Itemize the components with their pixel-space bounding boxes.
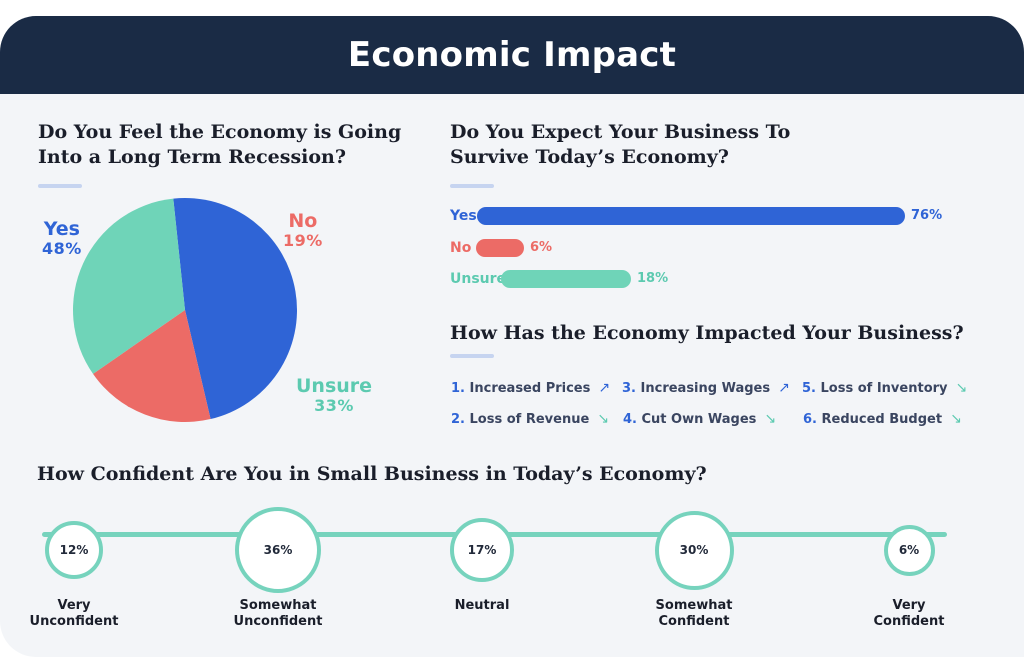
confidence-label-very-confident: Very Confident	[873, 598, 945, 629]
survive-bar-value-unsure: 18%	[637, 271, 669, 286]
impact-item-label: Cut Own Wages	[641, 411, 757, 427]
arrow-down-right-icon: ↘	[950, 411, 962, 427]
impact-item-2: 2. Loss of Revenue ↘	[451, 411, 609, 427]
recession-pie-chart	[73, 197, 298, 422]
recession-question-line2: Into a Long Term Recession?	[38, 146, 346, 168]
survive-bar-label-yes: Yes	[450, 208, 477, 224]
survive-question-line1: Do You Expect Your Business To	[450, 121, 791, 143]
confidence-bubble-very-unconfident: 12%	[45, 521, 103, 579]
arrow-down-right-icon: ↘	[597, 411, 610, 427]
impact-item-5: 5. Loss of Inventory ↘	[802, 380, 967, 396]
recession-question-line1: Do You Feel the Economy is Going	[38, 121, 402, 143]
recession-question-title: Do You Feel the Economy is Going Into a …	[38, 120, 401, 170]
pie-label-unsure-value: 33%	[314, 396, 354, 415]
survive-question-line2: Survive Today’s Economy?	[450, 146, 729, 168]
survive-bar-no	[476, 239, 524, 257]
recession-title-underline	[38, 184, 82, 188]
confidence-label-neutral: Neutral	[454, 598, 510, 613]
impact-item-label: Increasing Wages	[640, 380, 771, 396]
impact-item-4: 4. Cut Own Wages ↘	[623, 411, 776, 427]
arrow-down-right-icon: ↘	[955, 380, 968, 396]
impact-item-label: Loss of Inventory	[820, 380, 948, 396]
survive-bar-value-yes: 76%	[911, 208, 943, 223]
survive-bar-label-no: No	[450, 240, 472, 256]
impact-item-6: 6. Reduced Budget ↘	[803, 411, 962, 427]
impact-question-title: How Has the Economy Impacted Your Busine…	[450, 322, 964, 344]
pie-slice-no	[93, 310, 211, 422]
arrow-down-right-icon: ↘	[764, 411, 777, 427]
confidence-question-title: How Confident Are You in Small Business …	[37, 463, 707, 485]
impact-item-number: 3.	[622, 380, 636, 396]
page-title: Economic Impact	[347, 35, 677, 75]
confidence-label-very-unconfident: Very Unconfident	[29, 598, 119, 629]
confidence-bubble-somewhat-unconfident: 36%	[235, 507, 321, 593]
pie-slice-unsure	[73, 198, 185, 374]
impact-item-1: 1. Increased Prices ↗	[451, 380, 610, 396]
pie-label-no-value: 19%	[283, 231, 323, 250]
pie-label-no-name: No	[288, 210, 318, 232]
confidence-bubble-somewhat-confident: 30%	[654, 510, 734, 590]
impact-item-number: 2.	[451, 411, 465, 427]
pie-label-yes-name: Yes	[43, 218, 80, 240]
impact-item-label: Loss of Revenue	[469, 411, 590, 427]
survive-bar-unsure	[501, 270, 631, 288]
arrow-up-right-icon: ↗	[778, 380, 790, 396]
survive-bar-yes	[477, 207, 905, 225]
impact-item-number: 6.	[803, 411, 817, 427]
pie-label-no: No 19%	[283, 211, 323, 251]
survive-question-title: Do You Expect Your Business To Survive T…	[450, 120, 790, 170]
header-banner: Economic Impact	[0, 16, 1024, 94]
pie-label-yes: Yes 48%	[42, 219, 82, 259]
impact-item-number: 4.	[623, 411, 637, 427]
impact-item-number: 5.	[802, 380, 816, 396]
pie-label-unsure: Unsure 33%	[296, 376, 372, 416]
survive-bar-label-unsure: Unsure	[450, 271, 507, 287]
arrow-up-right-icon: ↗	[598, 380, 611, 396]
confidence-label-somewhat-confident: Somewhat Confident	[655, 598, 733, 629]
impact-item-label: Reduced Budget	[821, 411, 943, 427]
survive-title-underline	[450, 184, 494, 188]
pie-label-unsure-name: Unsure	[296, 375, 373, 397]
impact-item-3: 3. Increasing Wages ↗	[622, 380, 790, 396]
pie-slice-yes	[173, 197, 298, 420]
pie-label-yes-value: 48%	[42, 239, 82, 258]
impact-item-label: Increased Prices	[469, 380, 591, 396]
confidence-bubble-very-confident: 6%	[883, 524, 935, 576]
impact-item-number: 1.	[451, 380, 465, 396]
impact-title-underline	[450, 354, 494, 358]
confidence-label-somewhat-unconfident: Somewhat Unconfident	[233, 598, 323, 629]
confidence-bubble-neutral: 17%	[450, 518, 514, 582]
survive-bar-value-no: 6%	[530, 240, 553, 255]
